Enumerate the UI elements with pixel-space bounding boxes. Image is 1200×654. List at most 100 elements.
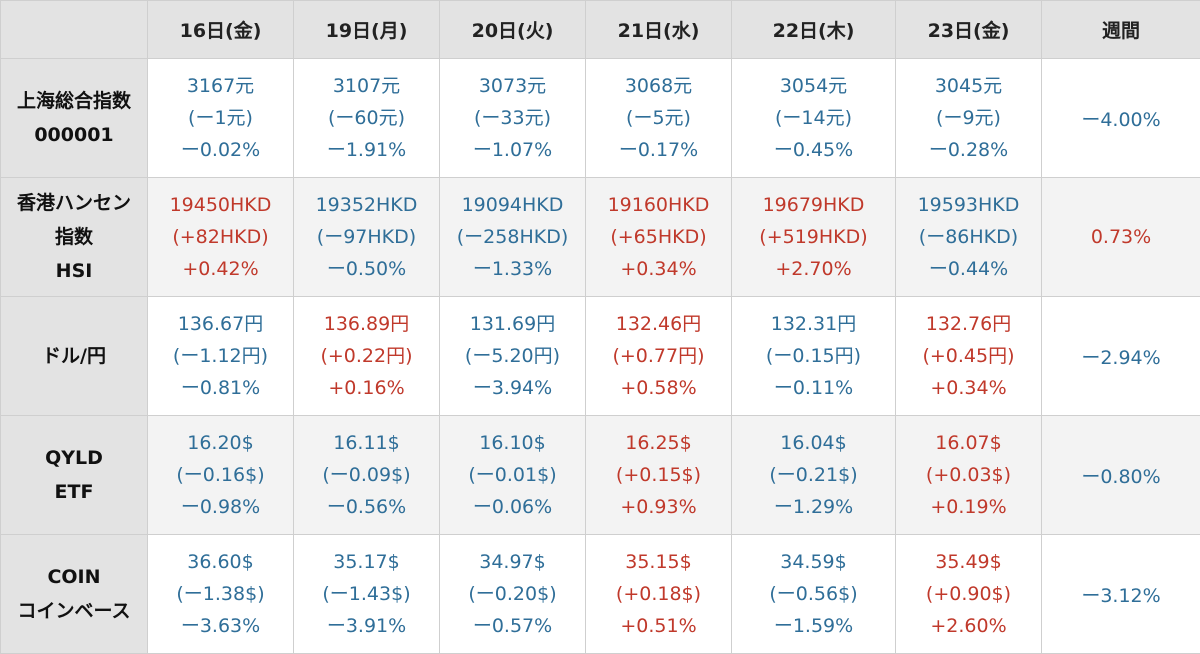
change-value: (ー33元) [440,102,585,134]
percent-change: ー0.11% [732,372,895,404]
row-label-line: COIN [1,560,147,594]
row-label-line: 000001 [1,118,147,152]
percent-change: ー1.07% [440,134,585,166]
weekly-change: 0.73% [1042,178,1200,297]
price-value: 19160HKD [586,189,731,221]
price-value: 35.15$ [586,546,731,578]
weekly-change: ー0.80% [1042,416,1200,535]
percent-change: +0.93% [586,491,731,523]
change-value: (ー0.16$) [148,459,293,491]
day-cell: 3107元(ー60元)ー1.91% [294,59,440,178]
day-cell: 35.15$(+0.18$)+0.51% [586,535,732,654]
change-value: (+0.03$) [896,459,1041,491]
price-value: 19593HKD [896,189,1041,221]
percent-change: ー0.45% [732,134,895,166]
change-value: (ー1元) [148,102,293,134]
price-value: 19679HKD [732,189,895,221]
day-cell: 19352HKD(ー97HKD)ー0.50% [294,178,440,297]
change-value: (ー97HKD) [294,221,439,253]
price-value: 19352HKD [294,189,439,221]
row-label: ドル/円 [1,297,148,416]
price-value: 132.46円 [586,308,731,340]
day-cell: 132.46円(+0.77円)+0.58% [586,297,732,416]
weekly-header: 週間 [1042,1,1200,59]
change-value: (+0.45円) [896,340,1041,372]
percent-change: ー0.28% [896,134,1041,166]
price-value: 3107元 [294,70,439,102]
change-value: (ー86HKD) [896,221,1041,253]
price-value: 3068元 [586,70,731,102]
price-value: 3054元 [732,70,895,102]
day-header: 16日(金) [148,1,294,59]
day-cell: 19679HKD(+519HKD)+2.70% [732,178,896,297]
percent-change: ー1.29% [732,491,895,523]
day-cell: 132.31円(ー0.15円)ー0.11% [732,297,896,416]
change-value: (ー258HKD) [440,221,585,253]
change-value: (ー5元) [586,102,731,134]
change-value: (ー60元) [294,102,439,134]
change-value: (+82HKD) [148,221,293,253]
price-value: 16.10$ [440,427,585,459]
change-value: (ー9元) [896,102,1041,134]
change-value: (ー5.20円) [440,340,585,372]
change-value: (+519HKD) [732,221,895,253]
price-value: 16.07$ [896,427,1041,459]
day-cell: 19160HKD(+65HKD)+0.34% [586,178,732,297]
day-header: 20日(火) [440,1,586,59]
percent-change: +0.34% [586,253,731,285]
price-value: 36.60$ [148,546,293,578]
day-cell: 16.07$(+0.03$)+0.19% [896,416,1042,535]
price-value: 132.31円 [732,308,895,340]
day-cell: 19450HKD(+82HKD)+0.42% [148,178,294,297]
change-value: (ー0.15円) [732,340,895,372]
percent-change: +0.34% [896,372,1041,404]
day-cell: 3073元(ー33元)ー1.07% [440,59,586,178]
day-cell: 19593HKD(ー86HKD)ー0.44% [896,178,1042,297]
percent-change: +0.16% [294,372,439,404]
day-cell: 35.49$(+0.90$)+2.60% [896,535,1042,654]
percent-change: ー1.59% [732,610,895,642]
percent-change: ー0.81% [148,372,293,404]
percent-change: +2.60% [896,610,1041,642]
price-value: 19094HKD [440,189,585,221]
percent-change: ー0.17% [586,134,731,166]
header-row: 16日(金) 19日(月) 20日(火) 21日(水) 22日(木) 23日(金… [1,1,1200,59]
day-cell: 16.10$(ー0.01$)ー0.06% [440,416,586,535]
weekly-change: ー4.00% [1042,59,1200,178]
price-value: 16.04$ [732,427,895,459]
price-value: 35.17$ [294,546,439,578]
price-value: 34.97$ [440,546,585,578]
percent-change: ー3.63% [148,610,293,642]
day-header: 23日(金) [896,1,1042,59]
day-cell: 3054元(ー14元)ー0.45% [732,59,896,178]
change-value: (ー0.20$) [440,578,585,610]
price-value: 35.49$ [896,546,1041,578]
day-cell: 16.25$(+0.15$)+0.93% [586,416,732,535]
percent-change: ー0.44% [896,253,1041,285]
price-value: 34.59$ [732,546,895,578]
day-header: 22日(木) [732,1,896,59]
price-value: 3045元 [896,70,1041,102]
change-value: (+0.15$) [586,459,731,491]
day-cell: 3045元(ー9元)ー0.28% [896,59,1042,178]
day-cell: 16.20$(ー0.16$)ー0.98% [148,416,294,535]
price-value: 16.20$ [148,427,293,459]
percent-change: ー0.06% [440,491,585,523]
percent-change: ー0.56% [294,491,439,523]
day-cell: 16.04$(ー0.21$)ー1.29% [732,416,896,535]
row-label-line: ドル/円 [1,339,147,373]
day-cell: 131.69円(ー5.20円)ー3.94% [440,297,586,416]
day-cell: 34.97$(ー0.20$)ー0.57% [440,535,586,654]
change-value: (ー0.56$) [732,578,895,610]
price-value: 136.89円 [294,308,439,340]
change-value: (ー14元) [732,102,895,134]
price-value: 136.67円 [148,308,293,340]
